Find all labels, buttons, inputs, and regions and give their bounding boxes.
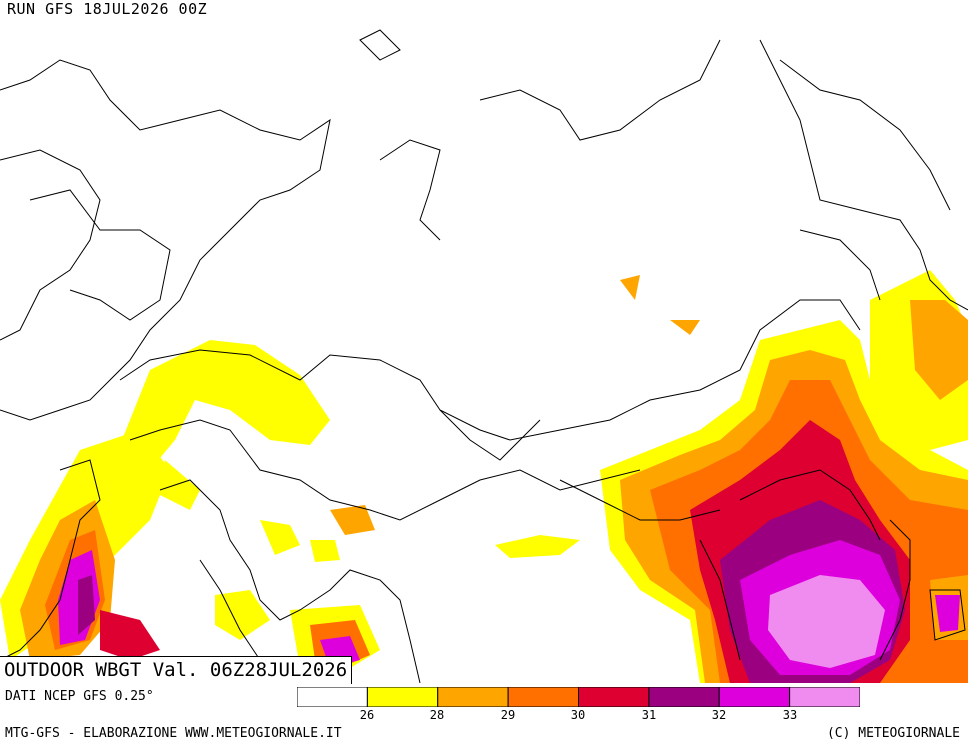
- wbgt-field-layer: [0, 270, 968, 683]
- copyright-label: (C) METEOGIORNALE: [826, 726, 960, 741]
- map-canvas: [0, 29, 968, 683]
- legend-tick: 26: [359, 708, 375, 722]
- legend-tick: 29: [500, 708, 516, 722]
- data-source-label: DATI NCEP GFS 0.25°: [5, 689, 154, 704]
- legend-swatch: [718, 687, 791, 707]
- legend-swatch: [507, 687, 580, 707]
- legend-swatch: [789, 687, 860, 707]
- color-legend: [297, 687, 860, 707]
- legend-swatch: [366, 687, 439, 707]
- legend-swatch: [648, 687, 720, 707]
- legend-swatch: [437, 687, 509, 707]
- legend-tick: 28: [429, 708, 445, 722]
- run-label: RUN GFS 18JUL2026 00Z: [5, 0, 210, 18]
- legend-tick: 33: [782, 708, 798, 722]
- legend-tick: 31: [641, 708, 657, 722]
- legend-swatch: [297, 687, 368, 707]
- credit-label: MTG-GFS - ELABORAZIONE WWW.METEOGIORNALE…: [5, 726, 342, 741]
- legend-tick: 30: [570, 708, 586, 722]
- legend-swatch: [578, 687, 650, 707]
- legend-tick: 32: [711, 708, 727, 722]
- coastline-layer: [0, 29, 968, 683]
- map-title: OUTDOOR WBGT Val. 06Z28JUL2026: [0, 656, 353, 684]
